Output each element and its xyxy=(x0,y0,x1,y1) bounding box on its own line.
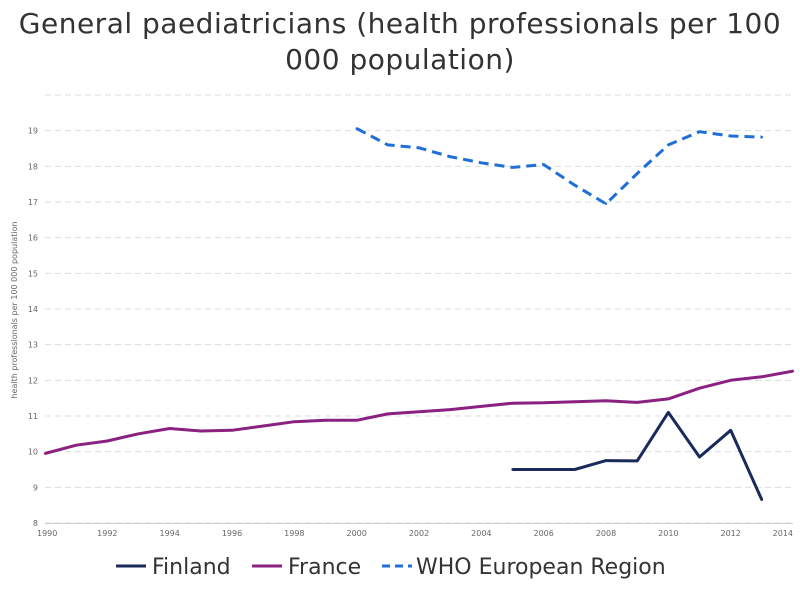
y-tick-label: 11 xyxy=(28,412,38,421)
y-tick-label: 17 xyxy=(28,198,38,207)
data-point xyxy=(168,427,171,430)
x-tick-label: 2002 xyxy=(409,529,429,538)
data-point xyxy=(43,452,47,455)
data-point xyxy=(698,130,701,133)
data-point xyxy=(511,401,514,405)
gridlines xyxy=(45,94,793,524)
x-tick-label: 1992 xyxy=(97,529,117,538)
x-tick-label: 1998 xyxy=(284,529,304,538)
data-point xyxy=(604,459,608,462)
x-tick-label: 2012 xyxy=(720,529,740,538)
data-point xyxy=(199,429,203,433)
x-tick-label: 1994 xyxy=(159,529,179,538)
x-axis-ticks: 1990 1992 1994 1996 1998 2000 2002 2004 2006 2008… xyxy=(37,529,793,538)
y-tick-label: 9 xyxy=(33,483,38,492)
data-point xyxy=(667,143,670,147)
data-point xyxy=(791,369,795,373)
legend-item-finland[interactable]: Finland xyxy=(116,555,231,580)
data-point xyxy=(511,166,514,169)
series-line-finland xyxy=(512,410,764,501)
data-point xyxy=(355,419,358,422)
data-point xyxy=(604,399,608,402)
data-point xyxy=(635,172,639,175)
data-point xyxy=(698,386,701,390)
y-tick-label: 10 xyxy=(28,448,38,457)
data-point xyxy=(542,468,545,471)
data-point xyxy=(573,184,577,187)
data-point xyxy=(293,420,296,423)
legend-label: Finland xyxy=(152,555,231,580)
y-tick-label: 19 xyxy=(28,127,38,136)
y-tick-label: 15 xyxy=(28,269,38,278)
data-point xyxy=(74,444,78,447)
data-point xyxy=(729,429,732,432)
series-lines xyxy=(43,127,795,502)
x-tick-label: 2008 xyxy=(596,529,616,538)
x-tick-label: 2006 xyxy=(533,529,553,538)
data-point xyxy=(417,146,421,149)
data-point xyxy=(448,408,452,411)
data-point xyxy=(729,379,732,382)
data-point xyxy=(386,143,390,147)
y-tick-label: 14 xyxy=(28,305,38,314)
data-point xyxy=(386,412,390,416)
data-point xyxy=(604,202,608,205)
data-point xyxy=(261,424,265,428)
x-tick-label: 2004 xyxy=(471,529,491,538)
data-point xyxy=(573,468,577,471)
data-point xyxy=(324,419,327,422)
data-point xyxy=(760,135,764,139)
data-point xyxy=(448,155,452,158)
legend-label: WHO European Region xyxy=(416,555,666,580)
data-point xyxy=(511,468,514,471)
data-point xyxy=(542,163,545,166)
data-point xyxy=(667,397,670,401)
data-point xyxy=(729,134,732,138)
y-tick-label: 13 xyxy=(28,341,38,350)
x-tick-label: 1990 xyxy=(37,529,57,538)
data-point xyxy=(230,429,234,432)
x-tick-label: 2010 xyxy=(658,529,678,538)
data-point xyxy=(760,498,764,502)
y-tick-label: 12 xyxy=(28,376,38,385)
chart-title: General paediatricians (health professio… xyxy=(18,7,782,76)
data-point xyxy=(106,439,109,443)
legend[interactable]: Finland France WHO European Region xyxy=(116,555,666,580)
data-point xyxy=(635,401,639,404)
data-point xyxy=(667,411,670,414)
y-tick-label: 8 xyxy=(33,519,38,528)
y-axis-label: health professionals per 100 000 populat… xyxy=(10,221,19,398)
legend-item-who-european-region[interactable]: WHO European Region xyxy=(382,555,666,580)
data-point xyxy=(137,432,140,436)
x-tick-label: 1996 xyxy=(222,529,242,538)
data-point xyxy=(635,459,639,463)
data-point xyxy=(542,401,545,405)
series-line-who-european-region xyxy=(356,127,762,206)
data-point xyxy=(480,161,483,164)
data-point xyxy=(698,455,701,459)
legend-item-france[interactable]: France xyxy=(252,555,361,580)
data-point xyxy=(355,127,358,130)
y-axis-ticks: 8 9 10 11 12 13 14 15 16 17 18 19 xyxy=(28,127,38,528)
data-point xyxy=(417,410,421,413)
x-tick-label: 2000 xyxy=(346,529,366,538)
y-tick-label: 16 xyxy=(28,234,38,243)
data-point xyxy=(480,405,483,408)
data-point xyxy=(573,400,577,403)
y-tick-label: 18 xyxy=(28,162,38,171)
legend-label: France xyxy=(288,555,361,580)
data-point xyxy=(760,375,764,378)
x-tick-label: 2014 xyxy=(773,529,793,538)
